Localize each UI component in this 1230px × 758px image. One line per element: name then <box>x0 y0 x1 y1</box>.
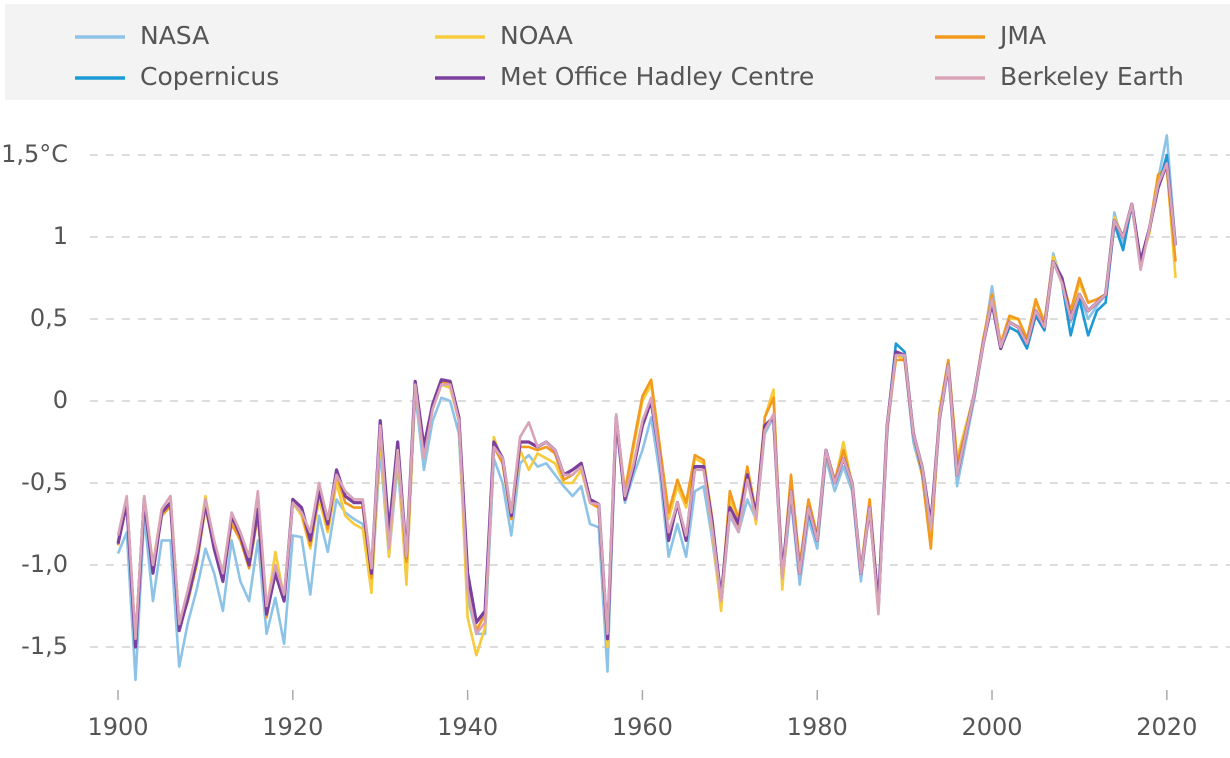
y-tick-label: -1,5 <box>21 632 68 660</box>
x-tick-label: 1940 <box>437 713 498 741</box>
y-tick-label: -0,5 <box>21 468 68 496</box>
x-tick-label: 1920 <box>262 713 323 741</box>
legend-label: NOAA <box>500 21 573 50</box>
x-tick-label: 1900 <box>87 713 148 741</box>
y-tick-label: 0,5 <box>30 304 68 332</box>
legend-label: Berkeley Earth <box>1000 62 1184 91</box>
x-tick-label: 2020 <box>1136 713 1197 741</box>
legend: NASA NOAA JMA Copernicus Met Office Hadley C… <box>75 21 1184 91</box>
y-tick-label: -1,0 <box>21 550 68 578</box>
legend-label: Met Office Hadley Centre <box>500 62 814 91</box>
legend-background <box>5 4 1230 100</box>
y-tick-label: 1,5°C <box>1 140 68 168</box>
series-line <box>116 161 1177 641</box>
x-tick-label: 2000 <box>961 713 1022 741</box>
x-tick-label: 1980 <box>787 713 848 741</box>
legend-label: NASA <box>140 21 209 50</box>
x-tick-label: 1960 <box>612 713 673 741</box>
y-tick-label: 0 <box>53 386 68 414</box>
legend-label: JMA <box>998 21 1046 50</box>
series-line <box>116 161 1178 649</box>
y-tick-label: 1 <box>53 222 68 250</box>
legend-label: Copernicus <box>140 62 279 91</box>
